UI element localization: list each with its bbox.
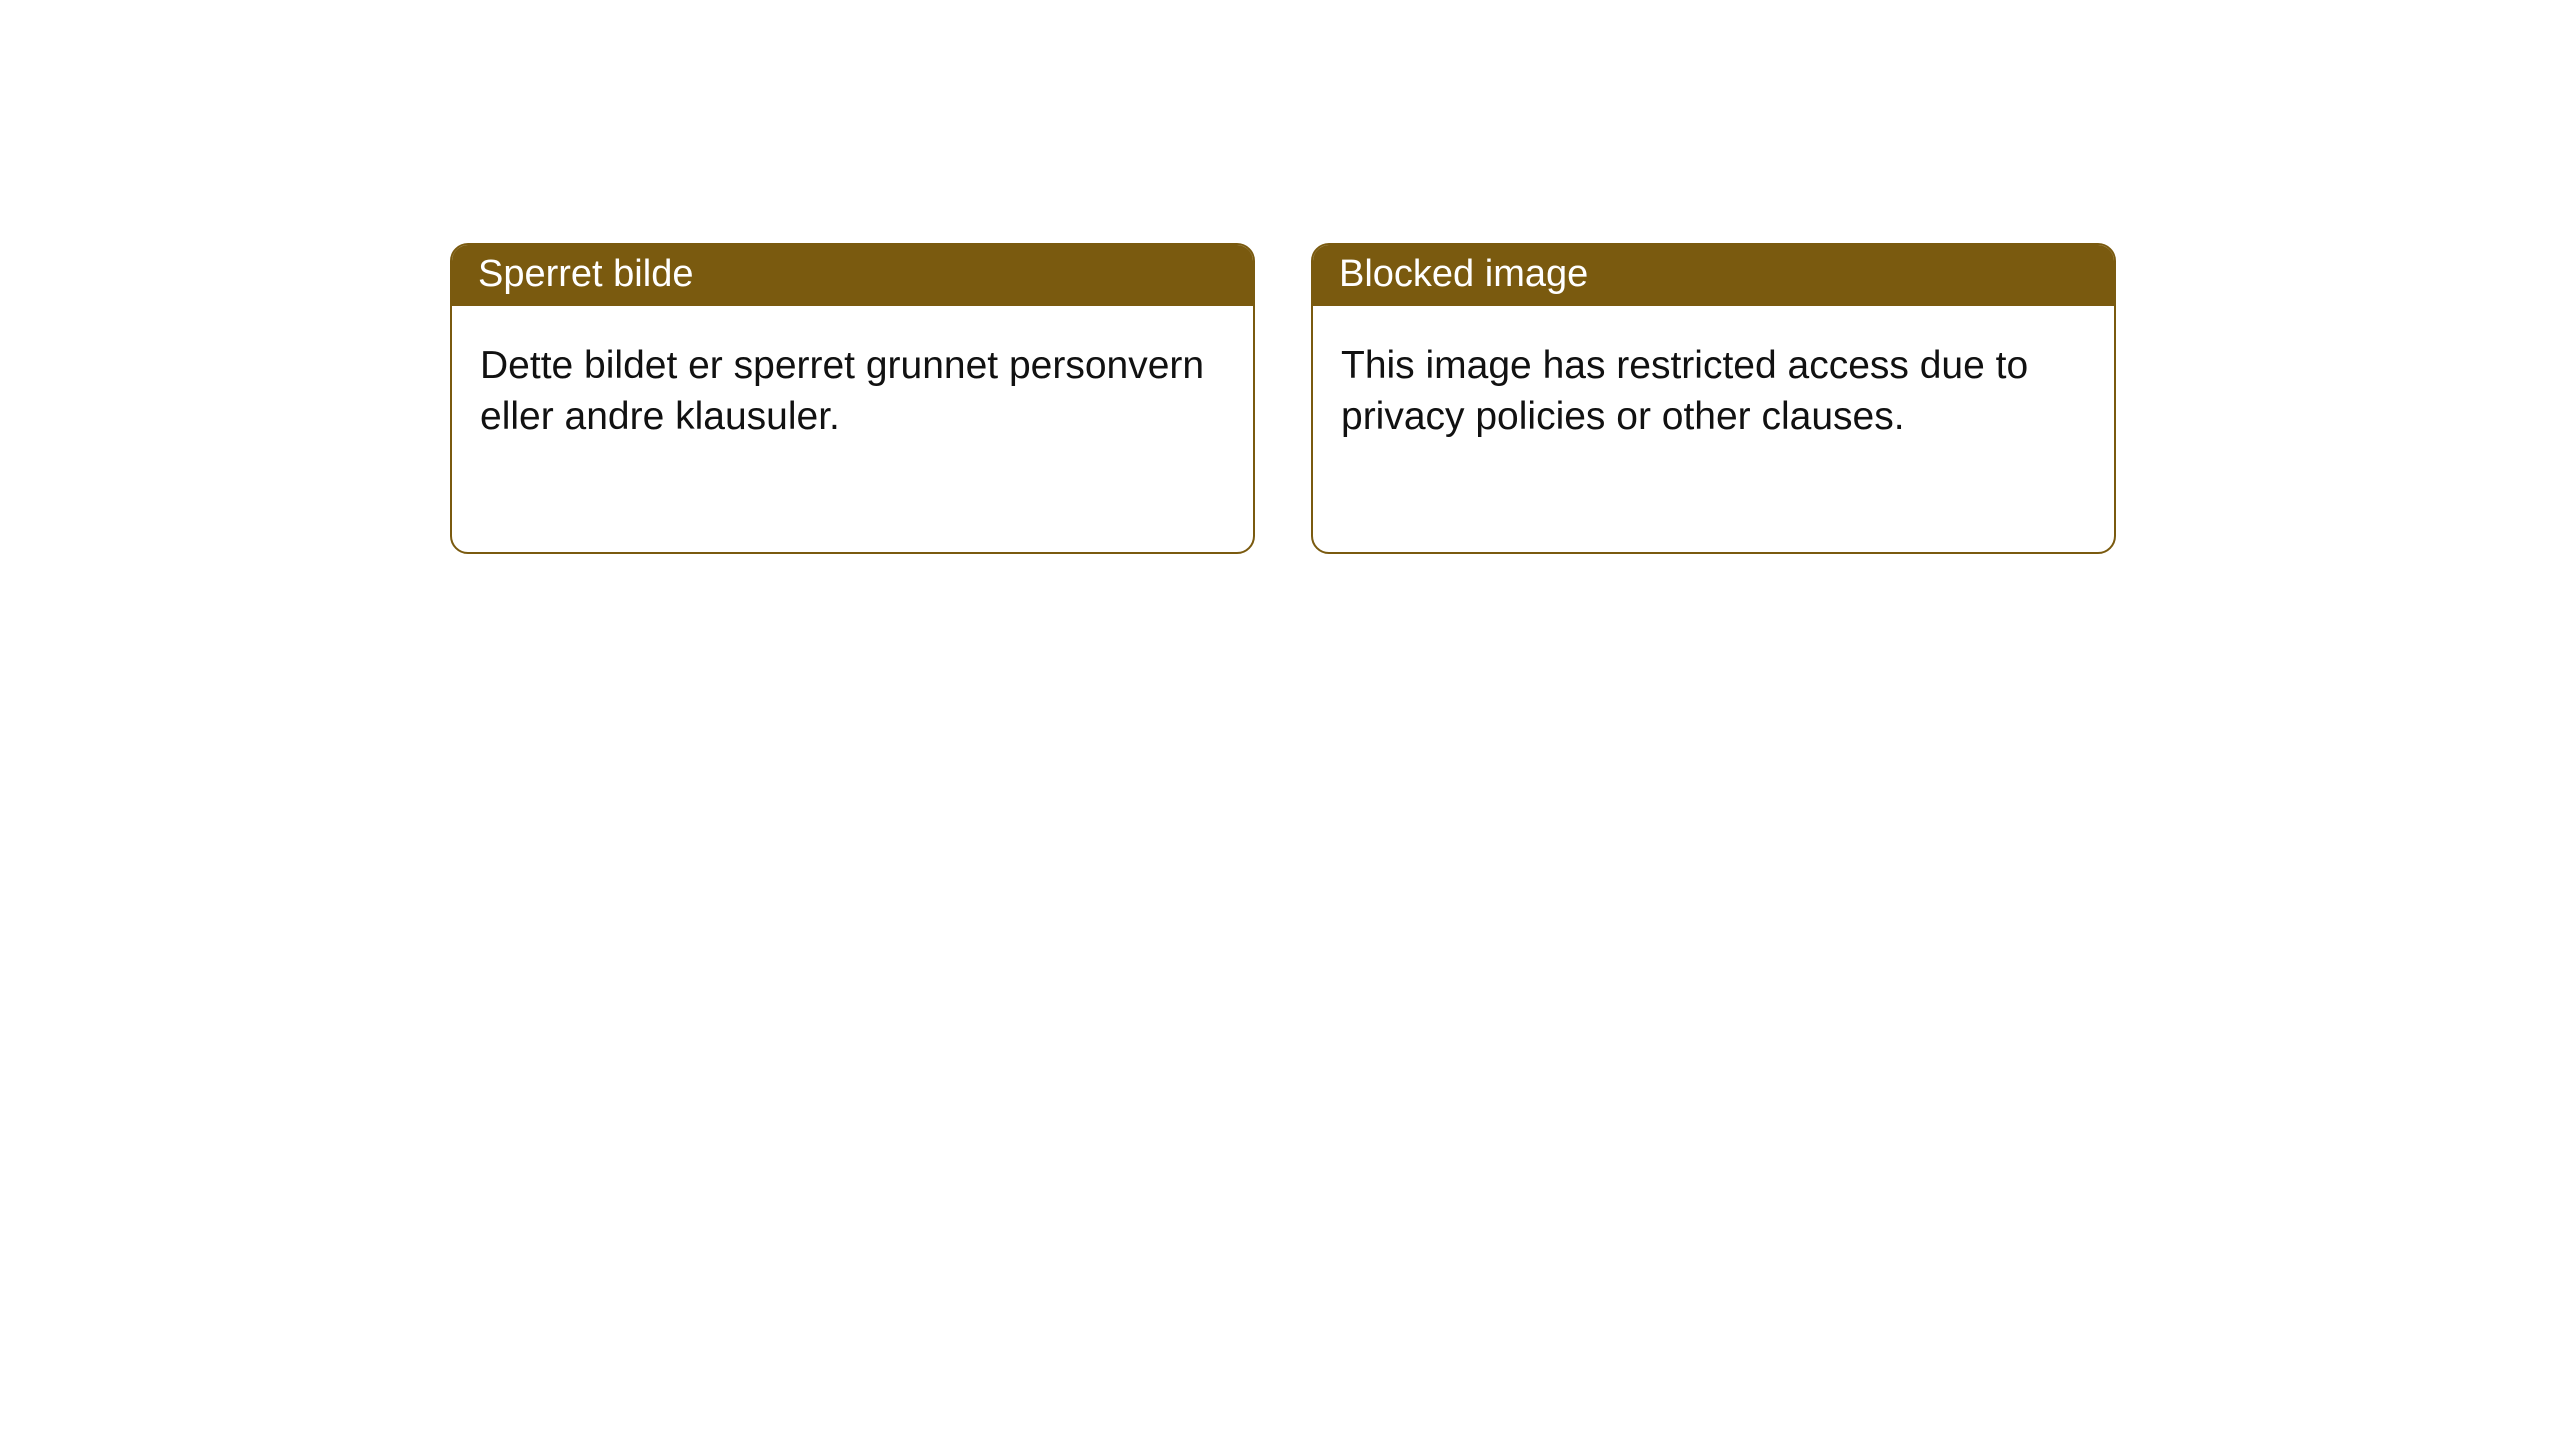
notice-title-no: Sperret bilde — [452, 245, 1253, 306]
notice-body-no: Dette bildet er sperret grunnet personve… — [452, 306, 1253, 552]
notice-container: Sperret bilde Dette bildet er sperret gr… — [0, 0, 2560, 554]
notice-card-no: Sperret bilde Dette bildet er sperret gr… — [450, 243, 1255, 554]
notice-title-en: Blocked image — [1313, 245, 2114, 306]
notice-card-en: Blocked image This image has restricted … — [1311, 243, 2116, 554]
notice-body-en: This image has restricted access due to … — [1313, 306, 2114, 552]
